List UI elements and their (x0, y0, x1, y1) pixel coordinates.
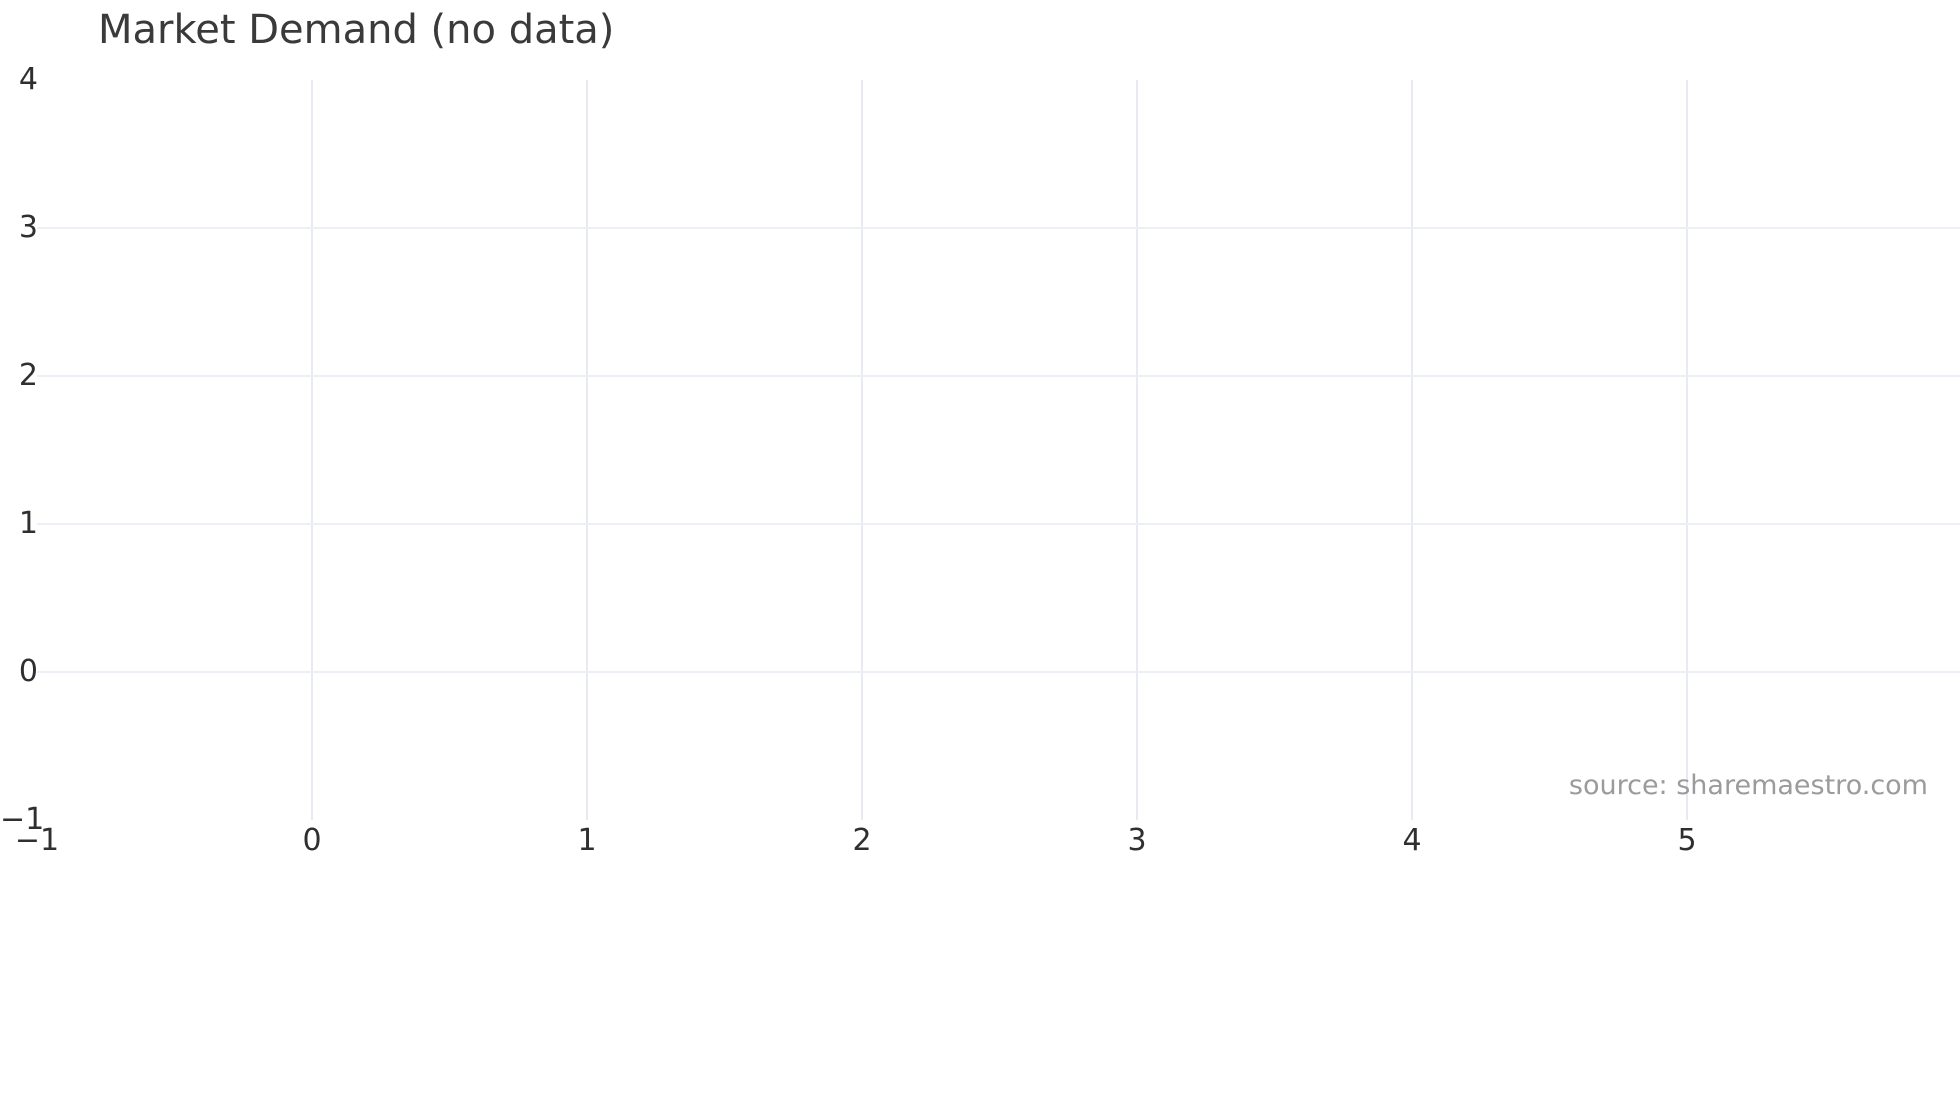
vertical-gridline (311, 80, 313, 820)
vertical-gridline (1136, 80, 1138, 820)
x-tick-label: 4 (1402, 823, 1422, 858)
y-tick-label: 1 (18, 506, 38, 541)
x-tick-label: −1 (14, 823, 60, 858)
x-tick-label: 0 (302, 823, 322, 858)
y-tick-label: 2 (18, 358, 38, 393)
horizontal-gridline (37, 523, 1960, 525)
horizontal-gridline (37, 671, 1960, 673)
horizontal-gridline (37, 227, 1960, 229)
chart-title: Market Demand (no data) (98, 7, 615, 53)
y-tick-label: 4 (18, 62, 38, 97)
y-tick-label: 0 (18, 654, 38, 689)
vertical-gridline (1411, 80, 1413, 820)
vertical-gridline (1686, 80, 1688, 820)
y-tick-label: 3 (18, 210, 38, 245)
x-tick-label: 3 (1127, 823, 1147, 858)
x-tick-label: 2 (852, 823, 872, 858)
y-tick-label: −1 (0, 802, 45, 837)
x-tick-label: 5 (1677, 823, 1697, 858)
vertical-gridline (861, 80, 863, 820)
horizontal-gridline (37, 375, 1960, 377)
x-tick-label: 1 (577, 823, 597, 858)
vertical-gridline (586, 80, 588, 820)
source-note: source: sharemaestro.com (1568, 770, 1928, 801)
